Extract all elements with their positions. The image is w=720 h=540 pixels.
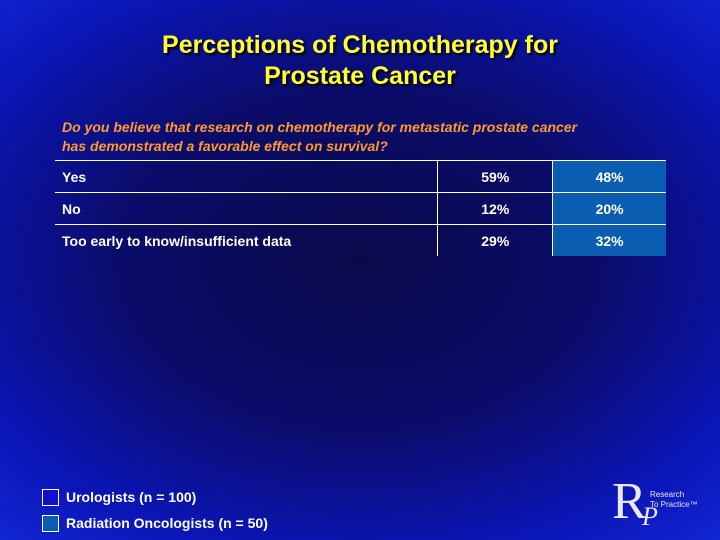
logo-letter: R — [612, 473, 647, 530]
legend-item-radiation-oncologists: Radiation Oncologists (n = 50) — [42, 510, 268, 536]
urologists-swatch — [42, 488, 59, 506]
radiation-oncologists-value: 20% — [552, 192, 666, 225]
table-row: Yes 59% 48% — [55, 160, 666, 193]
slide-title: Perceptions of Chemotherapy for Prostate… — [0, 30, 720, 92]
legend: Urologists (n = 100) Radiation Oncologis… — [42, 484, 268, 536]
table-row: No 12% 20% — [55, 192, 666, 225]
logo-sub-letter: P — [642, 502, 658, 531]
row-label: Too early to know/insufficient data — [55, 224, 438, 256]
logo-tagline: Research To Practice™ — [650, 490, 698, 510]
legend-item-urologists: Urologists (n = 100) — [42, 484, 268, 510]
row-label: No — [55, 192, 438, 225]
urologists-value: 59% — [437, 160, 553, 193]
row-label: Yes — [55, 160, 438, 193]
legend-label: Radiation Oncologists (n = 50) — [66, 515, 268, 531]
tagline-line-2: To Practice™ — [650, 500, 698, 509]
table-row: Too early to know/insufficient data 29% … — [55, 224, 666, 256]
survey-question: Do you believe that research on chemothe… — [62, 118, 682, 156]
radiation-oncologists-swatch — [42, 514, 59, 532]
urologists-value: 29% — [437, 224, 553, 256]
tagline-line-1: Research — [650, 490, 685, 499]
research-to-practice-logo: R P Research To Practice™ — [612, 474, 712, 534]
title-line-1: Perceptions of Chemotherapy for — [162, 31, 558, 59]
title-line-2: Prostate Cancer — [264, 62, 456, 90]
question-line-1: Do you believe that research on chemothe… — [62, 119, 578, 135]
urologists-value: 12% — [437, 192, 553, 225]
results-table: Yes 59% 48% No 12% 20% Too early to know… — [55, 160, 666, 256]
question-line-2: has demonstrated a favorable effect on s… — [62, 138, 388, 154]
radiation-oncologists-value: 48% — [552, 160, 666, 193]
legend-label: Urologists (n = 100) — [66, 489, 197, 505]
radiation-oncologists-value: 32% — [552, 224, 666, 256]
